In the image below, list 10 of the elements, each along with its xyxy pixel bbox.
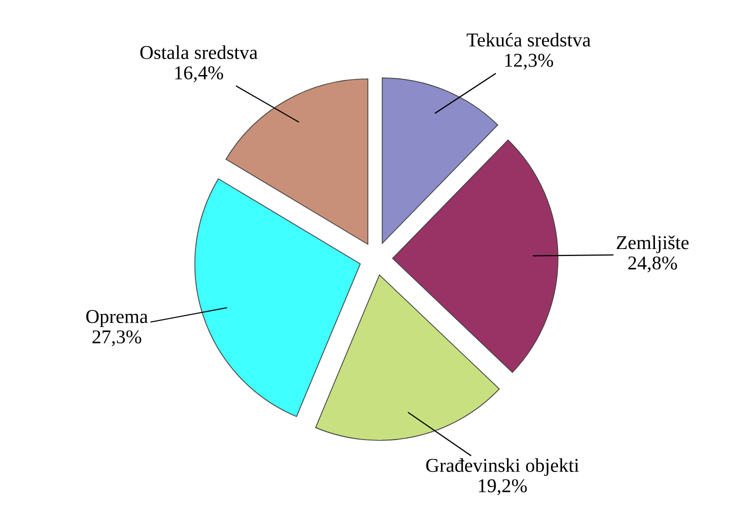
- data-label: 24,8%: [628, 256, 678, 272]
- slice-label: Ostala sredstva: [140, 45, 258, 60]
- data-label: 27,3%: [92, 330, 142, 346]
- data-label: 12,3%: [505, 54, 554, 70]
- slice-label: Građevinski objekti: [426, 458, 579, 476]
- data-label: 19,2%: [478, 479, 527, 496]
- slice-label: Tekuća sredstva: [466, 32, 591, 47]
- slice-label: Oprema: [86, 310, 148, 328]
- slice-label: Zemljište: [616, 236, 689, 254]
- data-label: 16,4%: [175, 66, 224, 82]
